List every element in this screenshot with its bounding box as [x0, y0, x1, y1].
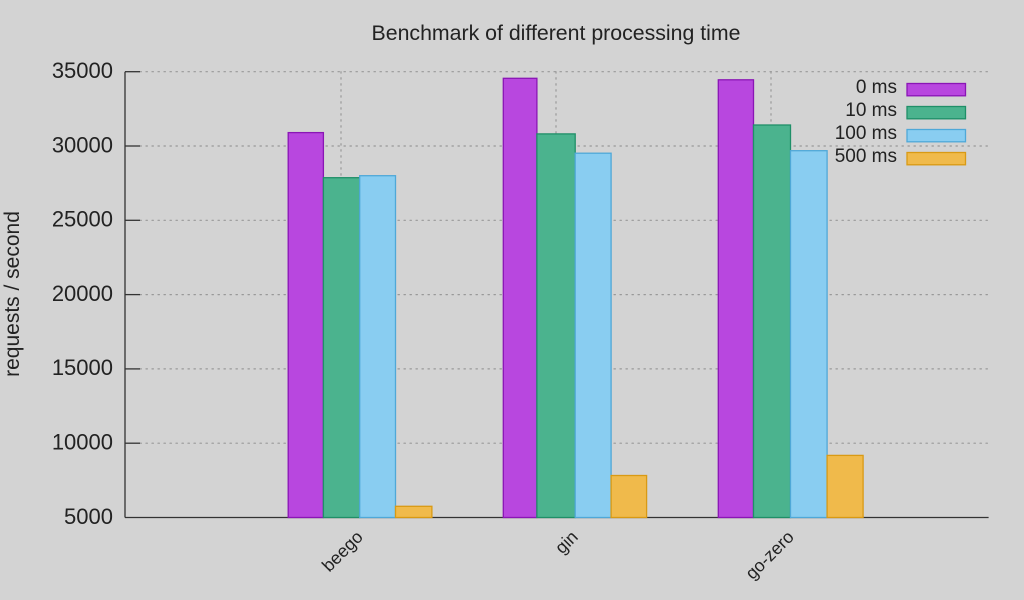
- svg-text:10 ms: 10 ms: [845, 100, 897, 121]
- svg-text:100 ms: 100 ms: [835, 123, 897, 144]
- svg-text:20000: 20000: [52, 281, 113, 306]
- svg-text:requests / second: requests / second: [1, 211, 24, 377]
- svg-text:5000: 5000: [64, 504, 113, 529]
- svg-text:30000: 30000: [52, 132, 113, 157]
- svg-text:25000: 25000: [52, 207, 113, 232]
- svg-text:10000: 10000: [52, 430, 113, 455]
- svg-text:Benchmark of different process: Benchmark of different processing time: [372, 21, 741, 45]
- svg-text:35000: 35000: [52, 58, 113, 83]
- svg-text:15000: 15000: [52, 355, 113, 380]
- svg-text:500 ms: 500 ms: [835, 146, 897, 167]
- svg-text:0 ms: 0 ms: [856, 77, 897, 98]
